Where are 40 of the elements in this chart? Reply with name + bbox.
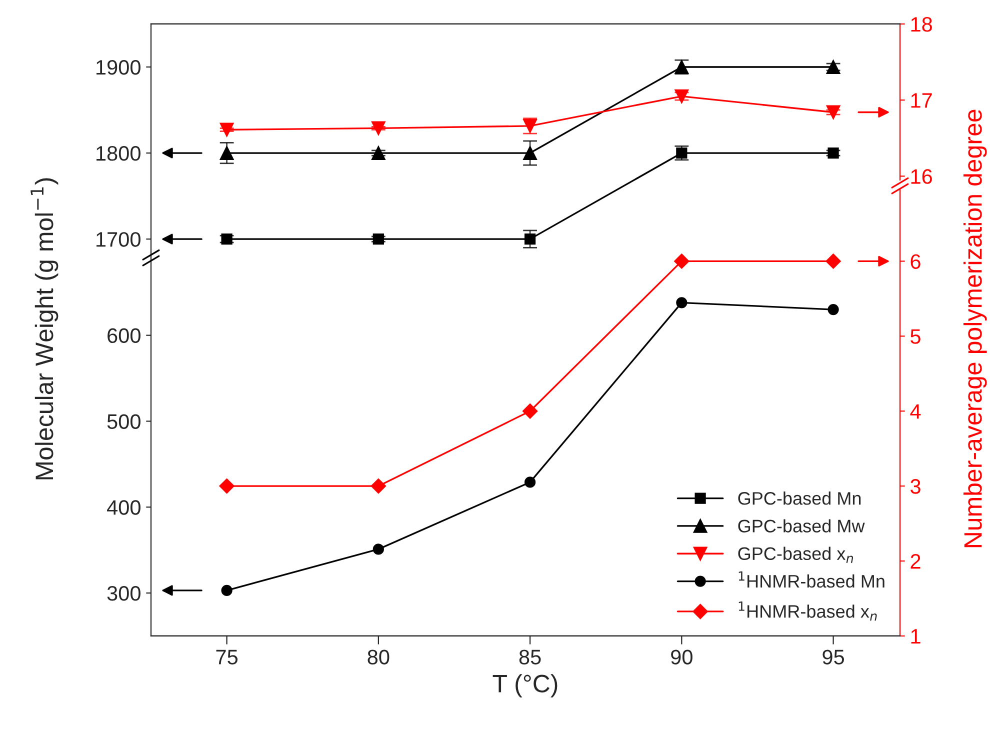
y-tick-label: 600 (108, 328, 140, 344)
legend-label: $^{1}$HNMR-based x$_{n}$ (738, 602, 877, 621)
point (674, 254, 690, 269)
y2-tick-label: 16 (911, 169, 932, 184)
x-tick-label: 80 (368, 650, 390, 664)
y2-tick-label: 5 (910, 329, 920, 344)
point (372, 544, 384, 555)
point (524, 234, 536, 245)
x-tick-label: 90 (671, 650, 692, 664)
x-tick-label: 95 (822, 650, 844, 664)
y-axis-title: Molecular Weight (g mol$^{−1}$) (30, 178, 58, 480)
y2-tick-label: 17 (911, 93, 932, 108)
x-tick-label: 85 (519, 650, 541, 664)
y-tick-label: 1800 (96, 146, 140, 161)
y-tick-label: 400 (107, 500, 140, 515)
point (522, 404, 538, 419)
point (219, 478, 234, 494)
legend-label: GPC-based x$_{n}$ (738, 546, 854, 563)
legend-label: GPC-based Mw (738, 519, 865, 532)
y2-tick-label: 3 (910, 479, 920, 494)
point (826, 254, 841, 269)
y2-tick-label: 6 (910, 254, 920, 269)
point (676, 297, 688, 308)
point (221, 584, 232, 596)
point (524, 476, 536, 488)
x-tick-label: 75 (216, 650, 238, 664)
y-tick-label: 1900 (96, 60, 140, 75)
point (828, 304, 839, 316)
y2-axis-title: Number-average polymerization degree (964, 110, 987, 548)
y2-tick-label: 2 (910, 554, 920, 569)
y-tick-label: 1700 (96, 232, 140, 247)
y2-tick-label: 18 (911, 16, 932, 32)
y-tick-label: 500 (107, 414, 140, 429)
y-tick-label: 300 (107, 586, 140, 601)
y2-tick-label: 4 (910, 404, 921, 419)
y2-tick-label: 1 (911, 629, 920, 644)
point (370, 478, 386, 494)
legend-label: GPC-based Mn (738, 492, 861, 505)
x-axis-title: T (°C) (492, 674, 558, 698)
legend-label: $^{1}$HNMR-based Mn (738, 571, 884, 588)
